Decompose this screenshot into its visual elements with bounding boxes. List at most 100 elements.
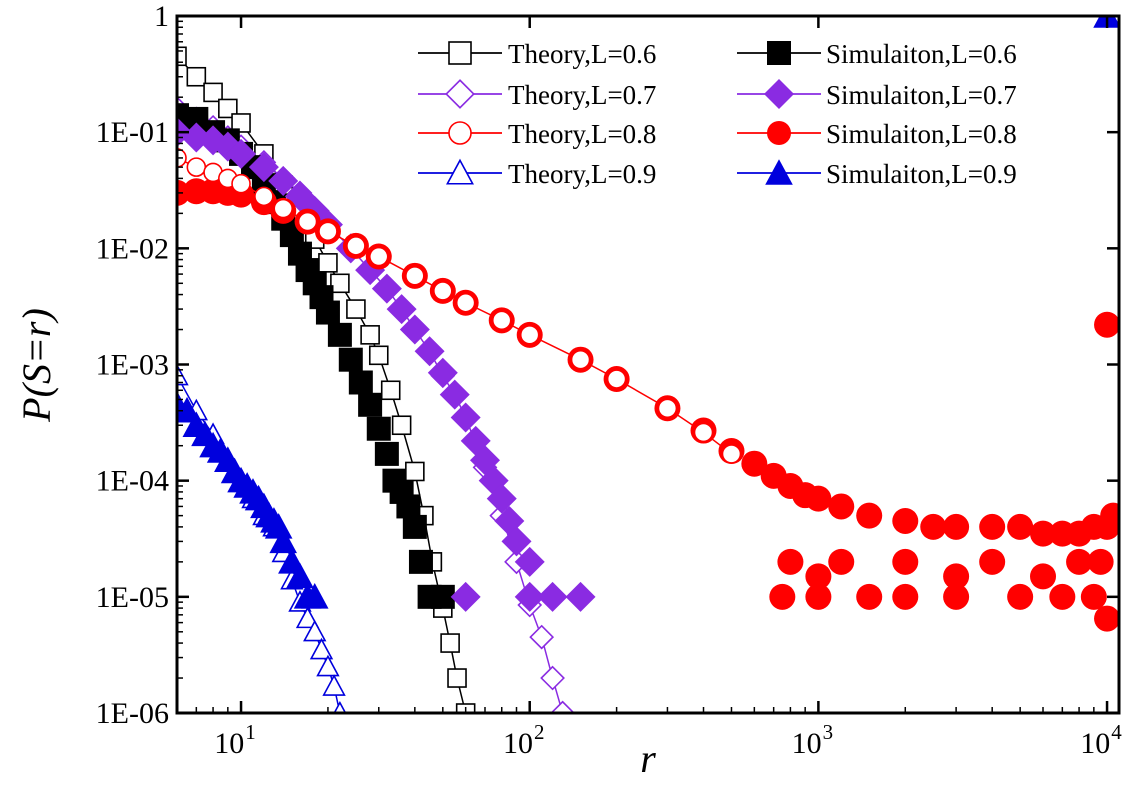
- data-point: [1080, 583, 1107, 610]
- data-point: [1087, 548, 1114, 575]
- data-point: [327, 322, 352, 347]
- x-tick-label: 101: [214, 720, 255, 760]
- legend-label: Theory,L=0.7: [508, 80, 656, 110]
- data-point: [1007, 583, 1034, 610]
- data-point: [322, 674, 346, 696]
- y-tick-label: 1E-03: [96, 349, 169, 382]
- data-point: [300, 583, 329, 609]
- data-point: [828, 548, 855, 575]
- legend-item: Simulaiton,L=0.8: [737, 119, 1017, 149]
- data-point: [450, 581, 481, 612]
- data-point: [486, 483, 517, 514]
- data-point: [805, 485, 832, 512]
- data-point: [330, 273, 350, 294]
- y-tick-label: 1E-04: [96, 465, 169, 498]
- data-point: [368, 246, 389, 267]
- data-point: [537, 581, 568, 612]
- data-point: [295, 606, 320, 629]
- data-point: [455, 292, 476, 313]
- data-point: [979, 513, 1006, 540]
- data-point: [380, 380, 401, 401]
- data-point: [303, 619, 327, 642]
- data-point: [856, 502, 883, 529]
- series-3: [177, 148, 742, 464]
- data-point: [741, 450, 768, 477]
- data-point: [540, 665, 565, 691]
- y-tick-label: 1E-05: [96, 581, 169, 614]
- y-tick-label: 1E-01: [96, 116, 169, 149]
- data-point: [565, 581, 596, 612]
- data-point: [286, 562, 314, 589]
- data-point: [491, 310, 512, 331]
- data-point: [920, 513, 947, 540]
- legend-item: Simulaiton,L=0.9: [737, 159, 1017, 189]
- legend-item: Theory,L=0.7: [418, 79, 656, 110]
- x-tick-label: 102: [503, 720, 545, 760]
- legend-item: Theory,L=0.8: [418, 119, 656, 149]
- data-point: [943, 513, 970, 540]
- data-point: [226, 138, 257, 169]
- legend-marker: [448, 41, 472, 65]
- data-point: [273, 198, 294, 219]
- data-point: [514, 546, 545, 577]
- legend: Theory,L=0.6 Theory,L=0.7 Theory,L=0.8 Theo…: [418, 39, 1017, 189]
- data-point: [374, 441, 399, 466]
- data-point: [371, 273, 402, 304]
- legend-marker: [765, 159, 793, 185]
- data-point: [433, 281, 453, 301]
- data-point: [1030, 563, 1057, 590]
- data-point: [366, 416, 391, 441]
- series-layer: [177, 16, 1119, 713]
- data-point: [402, 514, 427, 539]
- data-point: [439, 379, 470, 410]
- legend-label: Simulaiton,L=0.8: [826, 119, 1017, 149]
- data-point: [1100, 502, 1119, 529]
- data-point: [501, 526, 532, 557]
- data-point: [318, 253, 338, 273]
- data-point: [408, 549, 433, 574]
- series-6: [177, 117, 596, 612]
- data-point: [427, 357, 458, 388]
- data-point: [346, 299, 366, 319]
- data-point: [550, 700, 575, 713]
- legend-marker: [767, 41, 791, 65]
- data-point: [721, 444, 742, 464]
- data-point: [892, 583, 919, 610]
- data-point: [1007, 513, 1034, 540]
- data-point: [358, 392, 383, 417]
- data-point: [414, 336, 445, 367]
- data-point: [979, 548, 1006, 575]
- data-point: [657, 398, 678, 419]
- data-point: [450, 402, 481, 433]
- data-point: [769, 583, 796, 610]
- data-point: [606, 369, 627, 389]
- data-point: [315, 300, 340, 325]
- data-point: [943, 563, 970, 590]
- data-point: [693, 422, 714, 443]
- data-point: [1094, 605, 1119, 632]
- legend-marker: [445, 79, 475, 109]
- legend-label: Simulaiton,L=0.7: [826, 80, 1017, 110]
- data-point: [186, 66, 207, 87]
- data-point: [405, 461, 425, 482]
- data-point: [856, 583, 883, 610]
- legend-label: Theory,L=0.9: [508, 159, 656, 189]
- data-point: [805, 563, 832, 590]
- y-tick-label: 1E-06: [96, 697, 169, 730]
- data-point: [1049, 583, 1076, 610]
- data-point: [254, 186, 274, 207]
- data-point: [777, 548, 804, 575]
- data-point: [318, 221, 338, 242]
- x-tick-label: 103: [792, 720, 834, 760]
- data-point: [892, 507, 919, 534]
- legend-label: Theory,L=0.6: [508, 39, 656, 69]
- data-point: [186, 157, 207, 177]
- legend-item: Simulaiton,L=0.6: [737, 39, 1017, 69]
- series-8: [177, 16, 1119, 609]
- data-point: [231, 113, 251, 133]
- data-point: [269, 527, 298, 554]
- data-point: [368, 345, 389, 366]
- data-point: [391, 415, 412, 436]
- y-tick-label: 1: [154, 0, 169, 33]
